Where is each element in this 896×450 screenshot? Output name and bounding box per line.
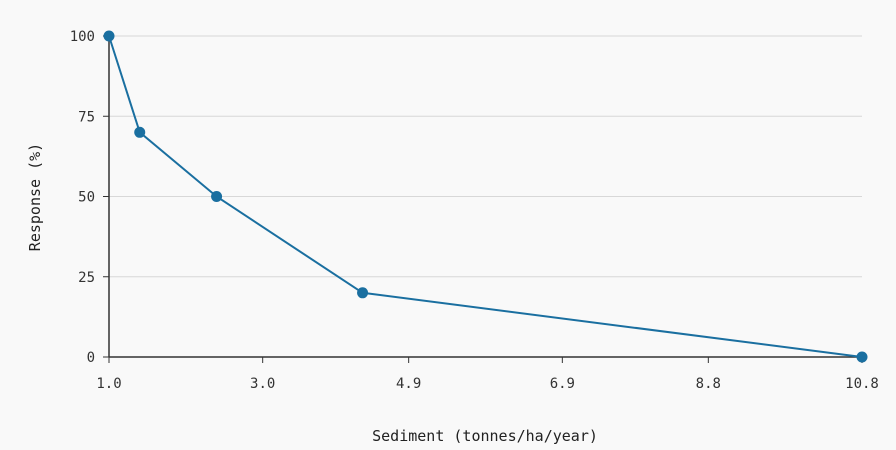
y-axis-title: Response (%) xyxy=(26,143,44,251)
x-axis-title: Sediment (tonnes/ha/year) xyxy=(372,427,598,445)
data-point xyxy=(211,191,223,202)
y-tick-label: 75 xyxy=(78,109,95,125)
x-tick-label: 1.0 xyxy=(96,376,121,392)
series-layer xyxy=(103,30,868,363)
x-tick-label: 4.9 xyxy=(396,376,421,392)
axis-ticks: 0 25 50 75 100 1.0 3.0 4.9 6.9 8.8 10.8 xyxy=(70,29,879,392)
x-tick-label: 10.8 xyxy=(845,376,879,392)
x-tick-label: 8.8 xyxy=(696,376,721,392)
y-tick-label: 25 xyxy=(78,270,95,286)
data-point xyxy=(856,351,868,363)
y-tick-label: 0 xyxy=(87,350,95,366)
y-tick-label: 50 xyxy=(78,190,95,206)
data-point xyxy=(134,126,146,138)
data-point xyxy=(357,287,369,299)
x-tick-label: 3.0 xyxy=(250,376,275,392)
gridlines xyxy=(109,35,862,278)
y-tick-label: 100 xyxy=(70,29,95,45)
data-point xyxy=(103,30,115,42)
x-tick-label: 6.9 xyxy=(550,376,575,392)
